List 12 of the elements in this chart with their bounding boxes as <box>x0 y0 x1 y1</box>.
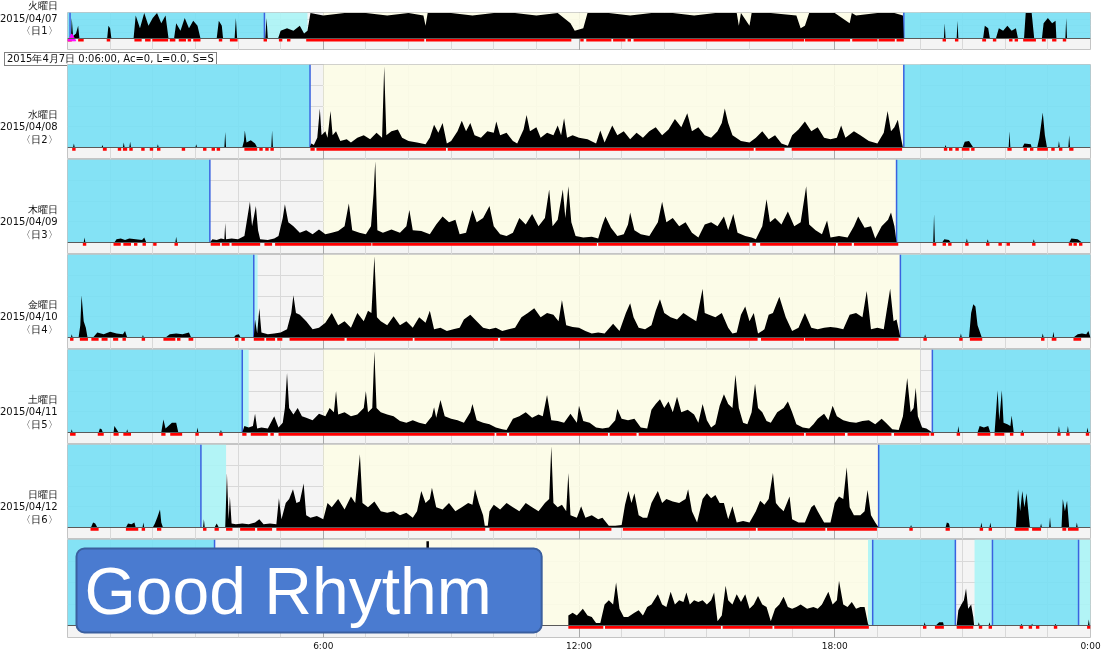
x-tick-label: 0:00 <box>1080 640 1101 651</box>
y-axis-title: 金曜日 2015/04/10 〈日4〉 <box>0 297 59 337</box>
y-axis-title: 水曜日 2015/04/08 〈日2〉 <box>0 107 59 147</box>
x-tick-label: 12:00 <box>566 640 593 651</box>
y-axis-title: 木曜日 2015/04/09 〈日3〉 <box>0 202 59 242</box>
y-axis-title: 土曜日 2015/04/11 〈日5〉 <box>0 392 59 432</box>
annotation: Good Rhythm <box>84 553 492 628</box>
y-axis-title: 日曜日 2015/04/12 〈日6〉 <box>0 487 59 527</box>
annotation: 2015年4月7日 0:06:00, Ac=0, L=0.0, S=S <box>4 52 217 66</box>
y-axis-title: 火曜日 2015/04/07 〈日1〉 <box>0 0 59 38</box>
x-tick-label: 6:00 <box>313 640 334 651</box>
x-tick-label: 18:00 <box>821 640 848 651</box>
